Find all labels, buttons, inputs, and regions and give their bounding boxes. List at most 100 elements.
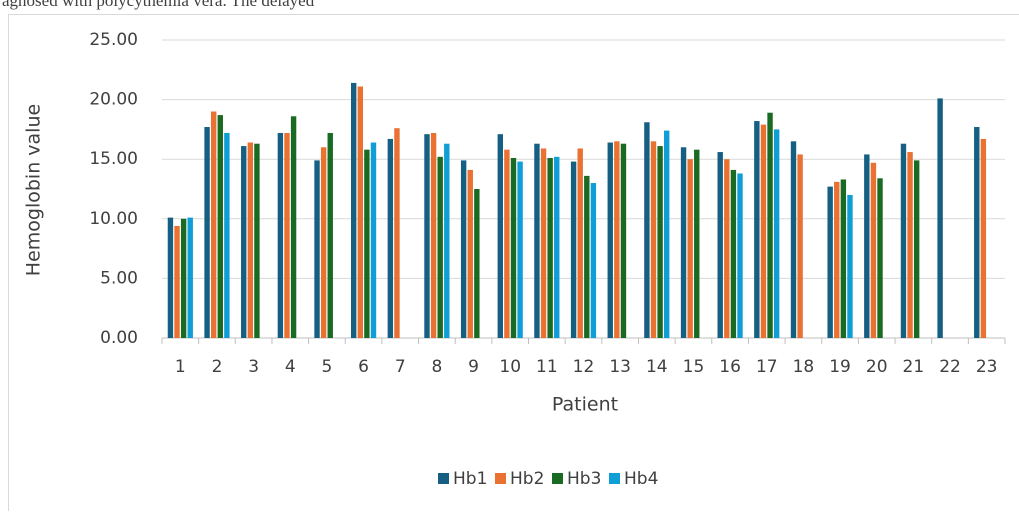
bar bbox=[474, 189, 480, 338]
x-tick-label: 18 bbox=[793, 357, 815, 377]
legend-label: Hb4 bbox=[624, 469, 658, 489]
x-tick-label: 19 bbox=[829, 357, 851, 377]
x-tick-label: 15 bbox=[683, 357, 705, 377]
y-tick-label: 0.00 bbox=[100, 328, 138, 348]
x-tick-label: 12 bbox=[573, 357, 595, 377]
bar bbox=[284, 132, 290, 338]
x-tick-label: 22 bbox=[939, 357, 961, 377]
bar bbox=[790, 141, 797, 338]
x-tick-label: 7 bbox=[395, 357, 406, 377]
bar bbox=[540, 148, 547, 338]
y-axis-title: Hemoglobin value bbox=[23, 104, 45, 276]
bar bbox=[797, 154, 803, 338]
bar bbox=[937, 98, 943, 339]
x-tick-label: 10 bbox=[499, 357, 521, 377]
bar bbox=[607, 142, 613, 338]
y-tick-label: 25.00 bbox=[89, 30, 138, 50]
bar bbox=[534, 143, 540, 338]
bar bbox=[210, 111, 217, 339]
bar bbox=[504, 149, 510, 338]
x-tick-label: 21 bbox=[903, 357, 925, 377]
bar bbox=[590, 183, 597, 338]
x-tick-label: 3 bbox=[248, 357, 259, 377]
bar bbox=[187, 217, 193, 338]
x-tick-label: 5 bbox=[322, 357, 333, 377]
bar bbox=[510, 158, 517, 338]
bar bbox=[827, 186, 833, 338]
bar bbox=[394, 128, 400, 338]
bar bbox=[584, 175, 590, 338]
bar bbox=[907, 152, 913, 338]
bar bbox=[754, 121, 760, 338]
legend-swatch bbox=[552, 473, 563, 484]
bar bbox=[174, 225, 180, 338]
x-tick-label: 2 bbox=[212, 357, 223, 377]
bar bbox=[204, 127, 210, 339]
legend-label: Hb1 bbox=[453, 469, 487, 489]
x-tick-label: 8 bbox=[431, 357, 442, 377]
bar bbox=[900, 143, 907, 338]
bar bbox=[180, 218, 187, 338]
bar bbox=[517, 161, 523, 338]
bar bbox=[767, 112, 773, 338]
bar bbox=[424, 134, 430, 338]
y-tick-label: 15.00 bbox=[89, 149, 138, 169]
bar bbox=[773, 129, 780, 338]
x-axis-title: Patient bbox=[552, 394, 618, 416]
bar bbox=[430, 132, 437, 338]
bar bbox=[370, 142, 377, 338]
bar bbox=[247, 142, 254, 338]
x-tick-label: 9 bbox=[468, 357, 479, 377]
bar bbox=[320, 147, 327, 338]
bar bbox=[444, 143, 450, 338]
x-tick-label: 13 bbox=[609, 357, 631, 377]
bar bbox=[387, 138, 394, 338]
bar bbox=[620, 143, 627, 338]
y-tick-label: 10.00 bbox=[89, 209, 138, 229]
bar bbox=[717, 152, 723, 338]
bar bbox=[547, 158, 553, 338]
legend-label: Hb2 bbox=[510, 469, 544, 489]
bar bbox=[350, 82, 357, 338]
page-text: agnosed with polycythemia vera. The dela… bbox=[2, 0, 315, 10]
bar bbox=[437, 156, 443, 338]
bar bbox=[467, 169, 473, 338]
bar bbox=[167, 217, 174, 338]
legend-label: Hb3 bbox=[567, 469, 601, 489]
bar bbox=[497, 134, 503, 338]
bar bbox=[664, 130, 670, 338]
y-tick-label: 20.00 bbox=[89, 90, 138, 110]
bar bbox=[357, 86, 363, 338]
bar bbox=[650, 141, 657, 338]
bar bbox=[847, 194, 853, 338]
bar bbox=[224, 132, 230, 338]
bar bbox=[657, 146, 663, 338]
bar bbox=[364, 149, 370, 338]
bar bbox=[724, 159, 730, 338]
bar bbox=[460, 160, 467, 338]
legend-swatch bbox=[609, 473, 620, 484]
x-tick-label: 14 bbox=[646, 357, 668, 377]
x-tick-label: 16 bbox=[719, 357, 741, 377]
bar bbox=[980, 138, 987, 338]
bar bbox=[913, 160, 920, 338]
x-tick-label: 4 bbox=[285, 357, 296, 377]
bar bbox=[314, 160, 320, 338]
bar bbox=[864, 154, 870, 338]
bar bbox=[614, 141, 620, 338]
x-tick-label: 6 bbox=[358, 357, 369, 377]
bar bbox=[760, 124, 767, 338]
x-tick-label: 1 bbox=[175, 357, 186, 377]
bar bbox=[217, 115, 223, 338]
bar bbox=[730, 169, 737, 338]
legend-swatch bbox=[438, 473, 449, 484]
bar bbox=[834, 181, 840, 338]
bar bbox=[737, 173, 743, 338]
bar bbox=[290, 116, 297, 339]
bar bbox=[554, 156, 560, 338]
bar bbox=[870, 162, 877, 338]
bar bbox=[840, 179, 847, 338]
x-tick-label: 17 bbox=[756, 357, 778, 377]
bar bbox=[680, 147, 687, 338]
